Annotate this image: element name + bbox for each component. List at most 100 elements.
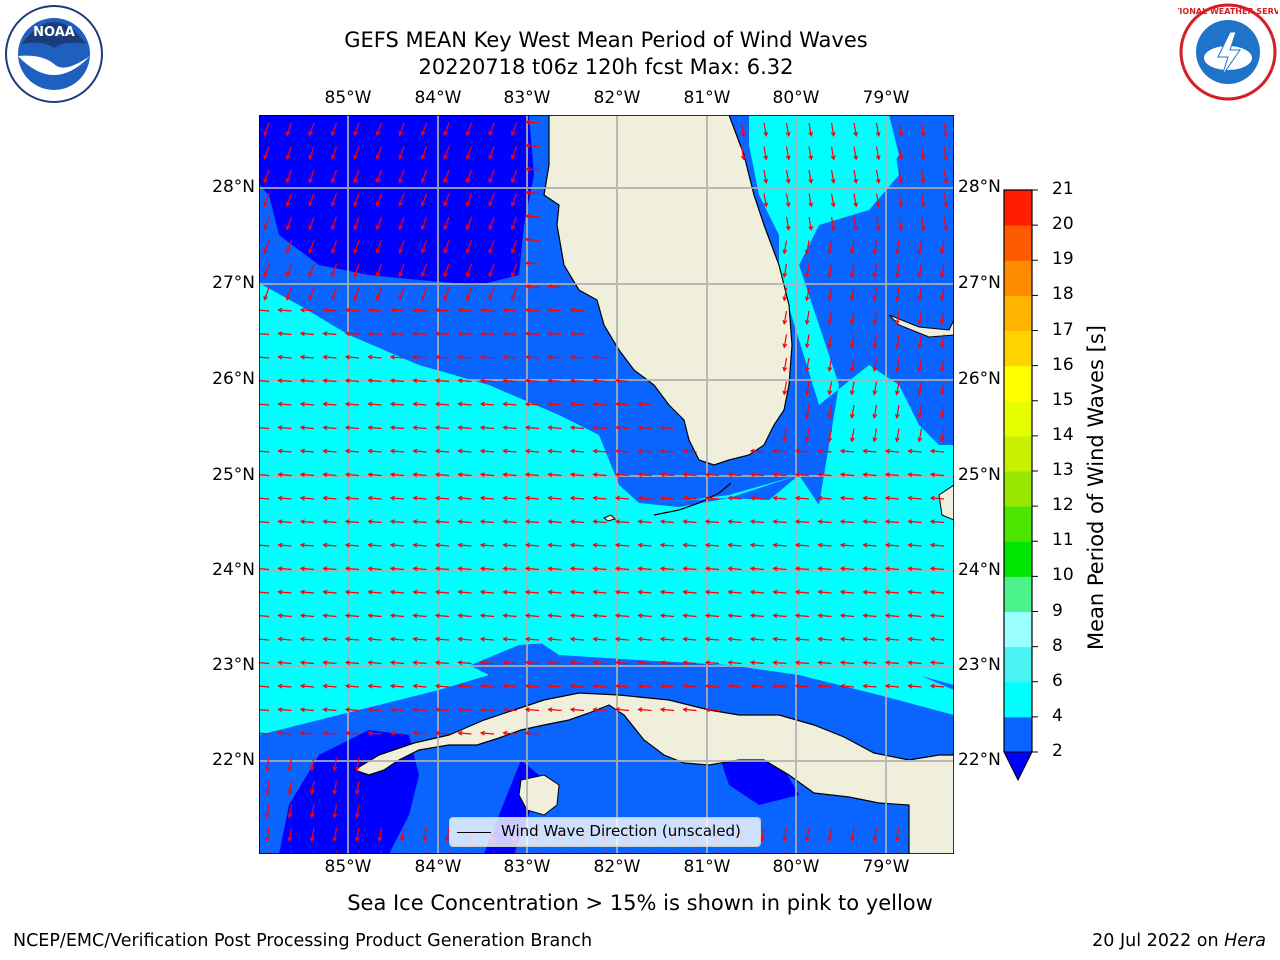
direction-arrow: [827, 310, 833, 326]
direction-arrow: [592, 425, 607, 431]
direction-arrow: [309, 780, 315, 796]
colorbar-tick-label: 15: [1052, 389, 1074, 410]
direction-arrow: [884, 495, 900, 501]
direction-arrow: [263, 287, 270, 301]
direction-arrow: [479, 331, 495, 337]
direction-arrow: [502, 683, 517, 689]
direction-arrow: [547, 519, 562, 525]
direction-arrow: [884, 636, 900, 642]
direction-arrow: [782, 334, 788, 349]
direction-arrow: [277, 730, 292, 736]
direction-arrow: [943, 122, 949, 138]
direction-arrow: [434, 707, 450, 713]
direction-arrow: [704, 542, 720, 548]
direction-arrow: [894, 310, 900, 326]
direction-arrow: [862, 542, 877, 548]
direction-arrow: [569, 331, 585, 337]
direction-arrow: [412, 472, 427, 478]
direction-arrow: [344, 613, 360, 619]
direction-arrow: [299, 660, 315, 666]
direction-arrow: [547, 542, 562, 548]
period-field-4-6-sw: [259, 655, 489, 735]
footer-date: 20 Jul 2022 on Hera: [1092, 931, 1266, 951]
direction-arrow: [479, 425, 495, 431]
direction-arrow: [682, 660, 697, 666]
direction-arrow: [862, 660, 877, 666]
direction-arrow: [929, 589, 945, 595]
direction-arrow: [309, 757, 315, 772]
direction-arrow: [434, 589, 450, 595]
land-key-west: [603, 514, 616, 522]
direction-arrow: [457, 425, 472, 431]
direction-arrow: [907, 472, 922, 478]
land-florida: [543, 115, 793, 466]
direction-arrow: [277, 425, 292, 431]
direction-arrow: [420, 193, 428, 207]
direction-arrow: [614, 472, 630, 478]
direction-arrow: [827, 287, 833, 302]
direction-arrow: [285, 216, 293, 231]
direction-arrow: [592, 613, 607, 619]
direction-arrow: [412, 636, 427, 642]
direction-arrow: [740, 122, 746, 138]
direction-arrow: [457, 331, 472, 337]
direction-arrow: [569, 354, 585, 360]
direction-arrow: [808, 193, 814, 208]
direction-arrow: [872, 263, 878, 279]
direction-arrow: [434, 472, 450, 478]
direction-arrow: [614, 636, 630, 642]
direction-arrow: [862, 589, 877, 595]
direction-arrow: [884, 589, 900, 595]
direction-arrow: [479, 566, 495, 572]
direction-arrow: [412, 378, 427, 384]
direction-arrow: [457, 472, 472, 478]
lon-label-bottom: 80°W: [772, 857, 820, 877]
direction-arrow: [412, 401, 427, 407]
direction-arrow: [872, 357, 878, 373]
direction-arrow: [929, 613, 945, 619]
direction-arrow: [322, 378, 337, 384]
direction-arrow: [785, 216, 791, 232]
direction-arrow: [367, 354, 382, 360]
direction-arrow: [443, 169, 450, 184]
direction-arrow: [929, 683, 945, 689]
direction-arrow: [749, 519, 765, 525]
direction-arrow: [804, 334, 810, 349]
direction-arrow: [309, 827, 315, 843]
direction-arrow: [277, 307, 292, 313]
direction-arrow: [614, 566, 630, 572]
direction-arrow: [894, 381, 900, 396]
direction-arrow: [547, 660, 562, 666]
direction-arrow: [412, 589, 427, 595]
lat-label-right: 27°N: [958, 273, 1001, 293]
direction-arrow: [592, 472, 607, 478]
direction-arrow: [804, 827, 810, 843]
direction-arrow: [839, 519, 855, 525]
direction-arrow: [884, 660, 900, 666]
direction-arrow: [322, 448, 337, 454]
direction-arrow: [353, 122, 360, 137]
direction-arrow: [259, 683, 270, 689]
footer-date-text: 20 Jul 2022 on: [1092, 931, 1225, 951]
direction-arrow: [782, 357, 788, 373]
direction-arrow: [308, 216, 315, 231]
direction-arrow: [772, 589, 787, 595]
direction-arrow: [502, 730, 517, 736]
direction-arrow: [704, 707, 720, 713]
direction-arrow: [827, 240, 833, 255]
direction-arrow: [277, 589, 292, 595]
direction-arrow: [782, 263, 788, 279]
direction-arrow: [330, 146, 338, 160]
direction-arrow: [277, 472, 292, 478]
period-field-under-2-nw: [259, 115, 534, 285]
direction-arrow: [637, 636, 652, 642]
direction-arrow: [263, 122, 270, 137]
direction-arrow: [939, 428, 945, 443]
direction-arrow: [502, 589, 517, 595]
direction-arrow: [794, 589, 810, 595]
direction-arrow: [830, 122, 836, 138]
direction-arrow: [389, 707, 405, 713]
colorbar-tick-label: 13: [1052, 460, 1074, 480]
direction-arrow: [332, 804, 338, 819]
direction-arrow: [259, 636, 270, 642]
